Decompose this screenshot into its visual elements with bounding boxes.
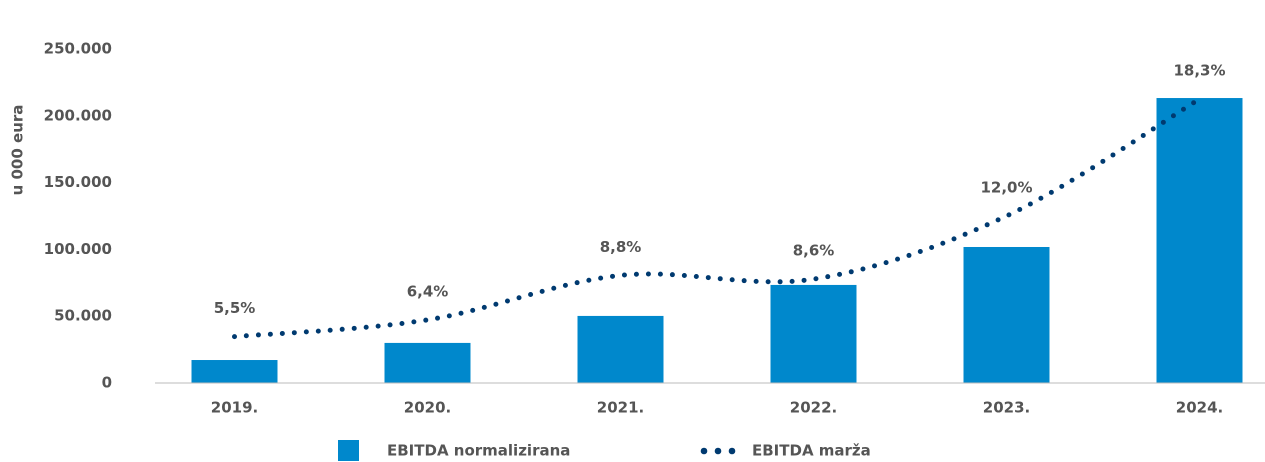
data-label: 18,3% (1173, 62, 1225, 80)
data-label: 5,5% (214, 299, 256, 317)
legend-swatch (700, 447, 708, 455)
y-tick-label: 150.000 (44, 173, 112, 191)
x-tick-label: 2020. (404, 399, 451, 417)
bar (770, 284, 857, 383)
data-label: 8,6% (793, 242, 835, 260)
legend-label: EBITDA normalizirana (387, 442, 570, 460)
y-tick-label: 50.000 (54, 307, 112, 325)
bar (384, 342, 471, 383)
bar (191, 360, 278, 383)
x-tick-label: 2021. (597, 399, 644, 417)
bar (963, 246, 1050, 383)
data-label: 8,8% (600, 238, 642, 256)
legend-swatch (714, 447, 722, 455)
y-tick-label: 100.000 (44, 240, 112, 258)
y-tick-label: 200.000 (44, 106, 112, 124)
legend-swatch (728, 447, 736, 455)
x-tick-label: 2022. (790, 399, 837, 417)
legend-label: EBITDA marža (752, 442, 871, 460)
bar (1156, 98, 1243, 384)
y-axis-title: u 000 eura (9, 105, 27, 196)
x-tick-label: 2024. (1176, 399, 1223, 417)
x-tick-label: 2019. (211, 399, 258, 417)
x-tick-label: 2023. (983, 399, 1030, 417)
legend-swatch (338, 440, 359, 461)
bar (577, 315, 664, 383)
y-tick-label: 250.000 (44, 40, 112, 58)
margin-line (232, 96, 1202, 340)
data-label: 12,0% (980, 179, 1032, 197)
y-tick-label: 0 (102, 374, 112, 392)
data-label: 6,4% (407, 282, 449, 300)
